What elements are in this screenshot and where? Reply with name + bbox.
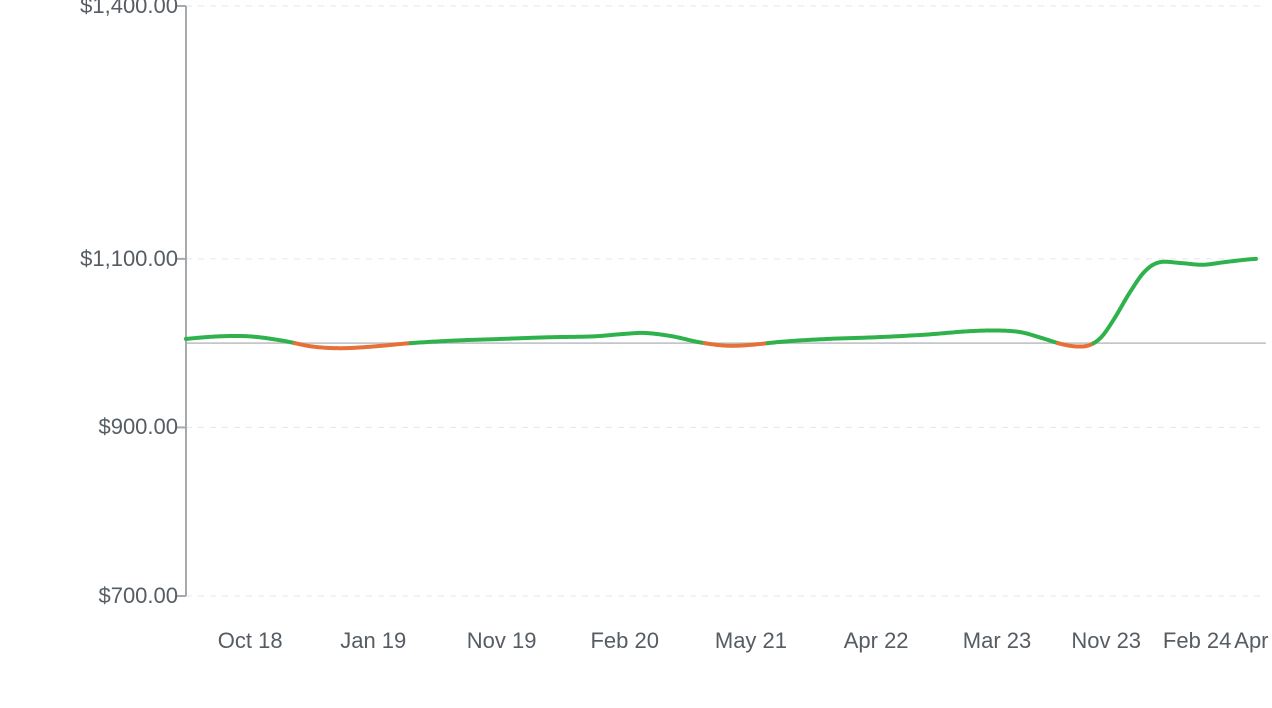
x-axis-tick-label: Jan 19	[340, 628, 406, 654]
x-axis-tick-label: Mar 23	[963, 628, 1031, 654]
x-axis-tick-label: Nov 19	[467, 628, 537, 654]
x-axis-tick-label: Nov 23	[1071, 628, 1141, 654]
x-axis-tick-label: Apr 24	[1234, 628, 1272, 654]
chart-svg	[0, 0, 1272, 708]
x-axis-tick-label: Oct 18	[218, 628, 283, 654]
x-axis-tick-label: May 21	[715, 628, 787, 654]
x-axis-tick-label: Apr 22	[844, 628, 909, 654]
x-axis-tick-label: Feb 20	[590, 628, 659, 654]
y-axis-tick-label: $900.00	[98, 414, 186, 440]
x-axis-tick-label: Feb 24	[1163, 628, 1232, 654]
y-axis-tick-label: $1,100.00	[80, 246, 186, 272]
price-line-chart: $700.00 $900.00 $1,100.00 $1,400.00 Oct 18 J…	[0, 0, 1272, 708]
y-axis-tick-label: $1,400.00	[80, 0, 186, 19]
y-axis-tick-label: $700.00	[98, 583, 186, 609]
